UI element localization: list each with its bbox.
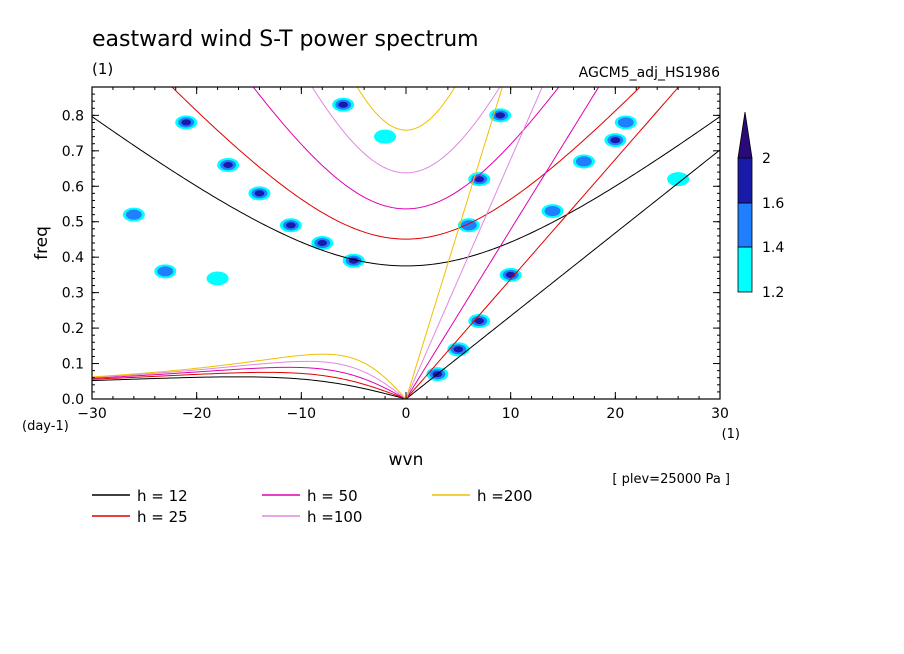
- x-tick-label: 0: [402, 406, 411, 422]
- kelvin-wave-curve: [405, 87, 600, 399]
- power-contour: [317, 239, 328, 247]
- y-tick-label: 0.3: [62, 286, 84, 302]
- y-tick-label: 0.7: [62, 144, 84, 160]
- y-axis-unit: (day-1): [22, 419, 69, 434]
- chart-subtitle-right: AGCM5_adj_HS1986: [579, 65, 720, 81]
- legend-label: h = 25: [137, 508, 188, 526]
- y-axis-label: freq: [32, 226, 52, 260]
- power-contour: [206, 271, 229, 286]
- power-contour: [338, 101, 349, 108]
- dispersion-curves: [92, 87, 720, 399]
- power-contour: [544, 206, 561, 217]
- legend-label: h =200: [477, 487, 532, 505]
- chart-subtitle-left: (1): [92, 60, 113, 78]
- colorbar-segment: [737, 202, 753, 248]
- x-tick-label: 20: [606, 406, 624, 422]
- y-tick-label: 0.5: [62, 215, 84, 231]
- legend-label: h = 12: [137, 487, 188, 505]
- inertia-gravity-curve: [92, 116, 720, 267]
- power-contour: [667, 172, 690, 187]
- x-tick-label: −10: [287, 406, 317, 422]
- power-contour: [576, 156, 592, 167]
- legend-label: h = 50: [307, 487, 358, 505]
- power-contour: [495, 112, 506, 119]
- y-tick-label: 0.2: [62, 321, 84, 337]
- power-contour: [460, 220, 477, 231]
- power-contour: [254, 190, 265, 197]
- plev-note: [ plev=25000 Pa ]: [612, 472, 730, 487]
- power-contour: [474, 176, 485, 183]
- rossby-wave-curve: [92, 376, 407, 399]
- legend: h = 12 h = 25 h = 50 h =100 h =200: [92, 487, 532, 526]
- inertia-gravity-curve: [171, 87, 641, 240]
- x-axis-label: wvn: [389, 450, 424, 470]
- colorbar-label: 1.4: [762, 240, 784, 256]
- y-tick-label: 0.8: [62, 108, 84, 124]
- y-tick-label: 0.6: [62, 179, 84, 195]
- x-tick-label: −30: [77, 406, 107, 422]
- power-contour: [223, 161, 233, 169]
- x-tick-label: 30: [711, 406, 729, 422]
- power-contour: [474, 317, 485, 325]
- x-tick-label: −20: [182, 406, 212, 422]
- inertia-gravity-curve: [311, 87, 501, 174]
- plot-frame: [91, 86, 721, 400]
- power-contour: [374, 129, 397, 144]
- rossby-wave-curve: [92, 353, 407, 399]
- power-contour: [181, 119, 192, 126]
- x-tick-label: 10: [502, 406, 520, 422]
- chart-title: eastward wind S-T power spectrum: [92, 27, 479, 52]
- rossby-wave-curve: [92, 371, 407, 399]
- inertia-gravity-curve: [356, 87, 456, 131]
- power-contour: [125, 209, 142, 220]
- power-contour: [453, 346, 464, 353]
- kelvin-wave-curve: [405, 87, 543, 399]
- kelvin-wave-curve: [405, 149, 720, 399]
- legend-label: h =100: [307, 508, 362, 526]
- colorbar-segment: [737, 246, 753, 293]
- y-tick-label: 0.4: [62, 250, 84, 266]
- colorbar-segment: [737, 157, 753, 204]
- power-contour: [157, 266, 174, 277]
- inertia-gravity-curve: [252, 87, 560, 210]
- colorbar-label: 1.6: [762, 196, 784, 212]
- colorbar-label: 2: [762, 151, 771, 167]
- power-contour: [286, 222, 296, 229]
- power-contour: [610, 137, 621, 144]
- rossby-wave-curve: [92, 366, 407, 399]
- kelvin-wave-curve: [405, 87, 503, 399]
- spectrum-contours: [122, 97, 690, 382]
- y-tick-label: 0.0: [62, 392, 84, 408]
- colorbar-extend-triangle: [737, 111, 753, 159]
- colorbar-label: 1.2: [762, 285, 784, 301]
- y-tick-label: 0.1: [62, 357, 84, 373]
- kelvin-wave-curve: [405, 87, 680, 399]
- x-axis: −30 −20 −10 0 10 20 30: [77, 87, 729, 422]
- rossby-wave-curve: [92, 360, 407, 399]
- y-axis: 0.0 0.1 0.2 0.3 0.4 0.5 0.6 0.7 0.8: [62, 86, 720, 408]
- colorbar: 1.2 1.4 1.6 2: [737, 111, 784, 301]
- power-contour: [617, 117, 634, 128]
- x-axis-unit: (1): [722, 427, 740, 442]
